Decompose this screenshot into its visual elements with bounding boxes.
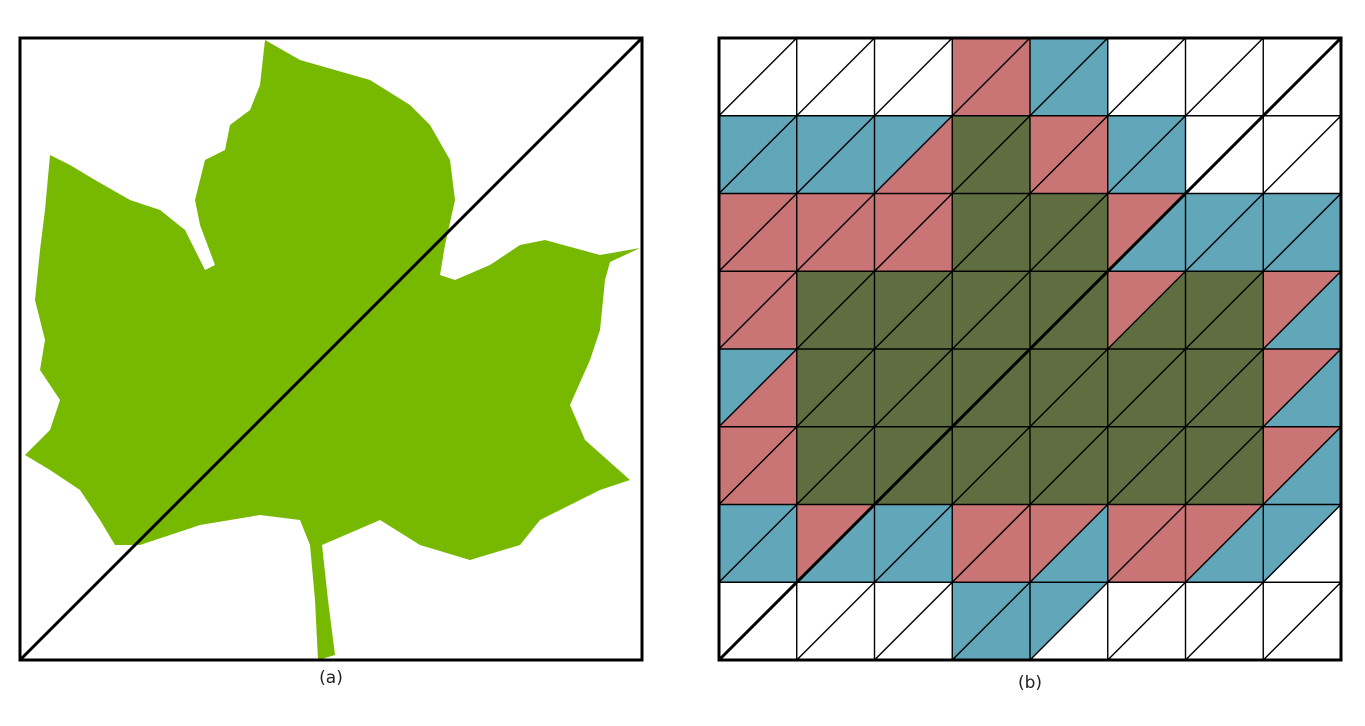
cell-diagonal-line [718, 270, 798, 350]
caption-a: (a) [319, 668, 343, 688]
cell-diagonal-line [874, 270, 953, 350]
cell-diagonal-line [718, 504, 798, 583]
cell-diagonal-line [1185, 193, 1264, 272]
cell-diagonal-line [1185, 270, 1264, 350]
cell-diagonal-line [951, 193, 1031, 272]
cell-diagonal-line [874, 37, 953, 117]
cell-diagonal-line [796, 581, 875, 661]
cell-diagonal-line [1029, 115, 1109, 194]
cell-diagonal-line [1107, 270, 1186, 350]
cell-diagonal-line [1029, 193, 1109, 272]
cell-diagonal-line [874, 581, 953, 661]
cell-diagonal-line [718, 426, 798, 505]
cell-diagonal-line [718, 115, 798, 194]
cell-diagonal-line [1185, 504, 1264, 583]
cell-diagonal-line [951, 115, 1031, 194]
cell-diagonal-line [951, 270, 1031, 350]
cell-diagonal-line [951, 581, 1031, 661]
cell-diagonal-line [718, 37, 798, 117]
cell-diagonal-line [1029, 581, 1109, 661]
cell-diagonal-line [1107, 504, 1186, 583]
cell-diagonal-line [796, 270, 875, 350]
cell-diagonal-line [1185, 348, 1264, 428]
cell-diagonal-line [796, 115, 875, 194]
panel-b [717, 36, 1343, 662]
diagonal-line [18, 36, 644, 662]
cell-diagonal-line [796, 37, 875, 117]
cell-diagonal-line [1107, 37, 1186, 117]
cell-diagonal-line [1185, 37, 1264, 117]
panel-a-border [18, 36, 644, 662]
cell-diagonal-line [1029, 426, 1109, 505]
main-diagonal-line [717, 36, 1343, 662]
cell-diagonal-line [951, 426, 1031, 505]
cell-diagonal-line [1262, 426, 1342, 505]
cell-diagonal-line [796, 426, 875, 505]
cell-diagonal-line [874, 115, 953, 194]
cell-diagonal-line [1029, 504, 1109, 583]
cell-diagonal-line [796, 193, 875, 272]
cell-diagonal-line [1262, 348, 1342, 428]
cell-diagonal-line [951, 504, 1031, 583]
caption-b: (b) [1017, 673, 1043, 693]
cell-diagonal-line [874, 193, 953, 272]
cell-diagonal-line [796, 348, 875, 428]
cell-diagonal-line [1107, 348, 1186, 428]
cell-diagonal-line [1262, 193, 1342, 272]
cell-diagonal-line [1107, 115, 1186, 194]
cell-diagonal-line [1029, 37, 1109, 117]
cell-diagonal-line [1262, 504, 1342, 583]
cell-diagonal-line [1262, 581, 1342, 661]
cell-diagonal-line [1185, 426, 1264, 505]
panel-a [18, 36, 644, 662]
cell-diagonal-line [874, 348, 953, 428]
cell-diagonal-line [1029, 348, 1109, 428]
cell-diagonal-line [1107, 581, 1186, 661]
cell-diagonal-line [1262, 270, 1342, 350]
panel-b-border [717, 36, 1343, 662]
cell-diagonal-line [718, 193, 798, 272]
cell-diagonal-line [1107, 426, 1186, 505]
cell-diagonal-line [718, 348, 798, 428]
cell-diagonal-line [951, 37, 1031, 117]
cell-diagonal-line [1262, 115, 1342, 194]
cell-diagonal-line [874, 504, 953, 583]
cell-diagonal-line [1185, 581, 1264, 661]
